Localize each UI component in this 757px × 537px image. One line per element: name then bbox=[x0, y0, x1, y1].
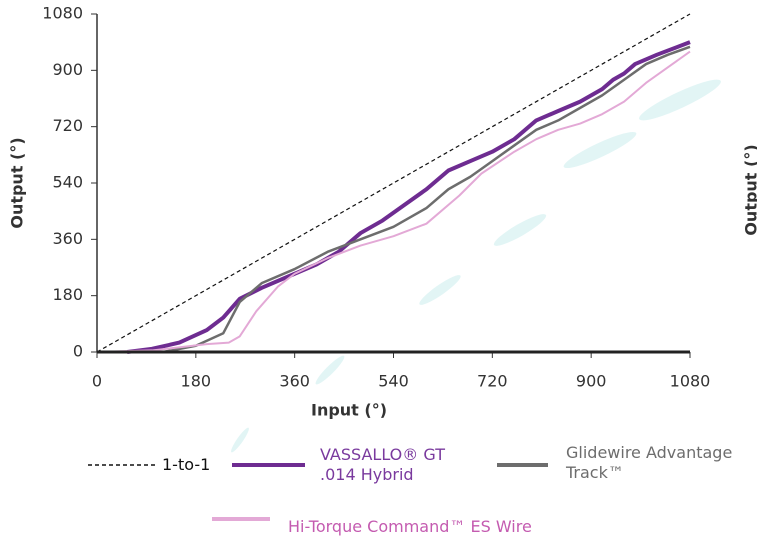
y-axis-label: Output (°) bbox=[8, 137, 27, 228]
legend-label: Hi-Torque Command™ ES Wire bbox=[288, 517, 588, 537]
x-axis-label: Input (°) bbox=[311, 401, 387, 420]
x-tick-label: 900 bbox=[576, 372, 607, 391]
clipped-axis-label: Output (°) bbox=[742, 144, 757, 235]
legend-label: VASSALLO® GT .014 Hybrid bbox=[320, 445, 480, 485]
x-tick-label: 180 bbox=[181, 372, 212, 391]
legend-label: Glidewire Advantage Track™ bbox=[566, 443, 756, 483]
y-tick-label: 900 bbox=[52, 60, 83, 79]
y-tick-label: 180 bbox=[52, 285, 83, 304]
y-tick-label: 360 bbox=[52, 229, 83, 248]
y-tick-label: 720 bbox=[52, 116, 83, 135]
x-tick-label: 540 bbox=[378, 372, 409, 391]
series-line bbox=[127, 42, 690, 352]
x-tick-label: 360 bbox=[279, 372, 310, 391]
x-tick-label: 0 bbox=[92, 372, 102, 391]
series-line bbox=[97, 14, 690, 352]
y-tick-label: 1080 bbox=[42, 4, 83, 23]
x-tick-label: 1080 bbox=[670, 372, 711, 391]
x-tick-label: 720 bbox=[477, 372, 508, 391]
series-line bbox=[163, 47, 690, 352]
legend-label: 1-to-1 bbox=[162, 455, 282, 475]
y-tick-label: 540 bbox=[52, 173, 83, 192]
y-tick-label: 0 bbox=[73, 342, 83, 361]
